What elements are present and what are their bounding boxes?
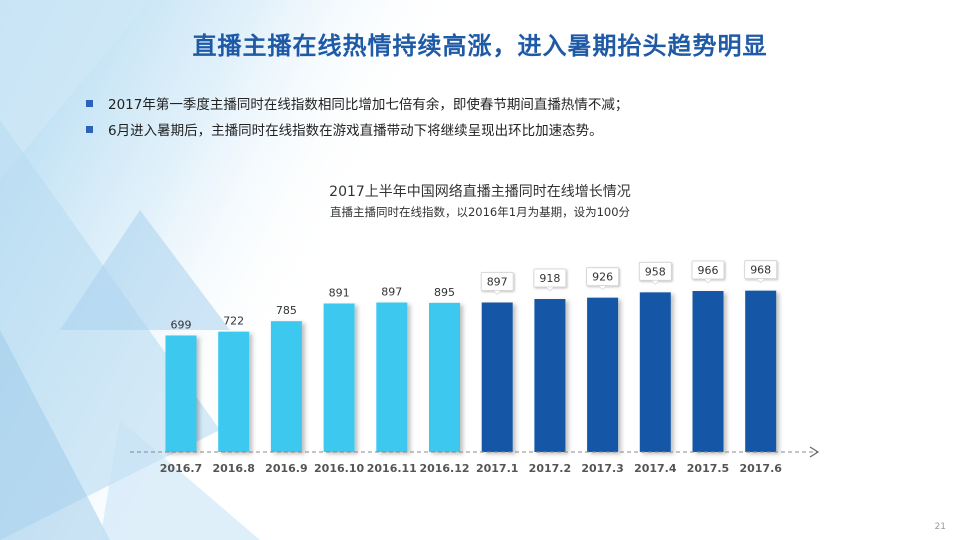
bar-2017.4 (639, 292, 671, 452)
value-label-2017.6: 968 (750, 264, 771, 277)
x-tick-label-2017.5: 2017.5 (687, 462, 729, 475)
bar-2017.1 (481, 302, 513, 452)
x-axis-arrow-icon (809, 446, 820, 458)
x-tick-label-2016.8: 2016.8 (212, 462, 254, 475)
x-tick-label-2017.3: 2017.3 (581, 462, 623, 475)
bullet-list: 2017年第一季度主播同时在线指数相同比增加七倍有余，即使春节期间直播热情不减；… (86, 90, 906, 142)
value-label-2017.1: 897 (487, 276, 508, 289)
bar-2016.10 (323, 303, 355, 452)
x-tick-label-2017.6: 2017.6 (739, 462, 782, 475)
x-tick-label-2016.7: 2016.7 (160, 462, 202, 475)
chart-title: 2017上半年中国网络直播主播同时在线增长情况 (329, 184, 631, 200)
x-tick-label-2017.1: 2017.1 (476, 462, 518, 475)
bar-2017.3 (587, 297, 619, 452)
value-label-pointer (703, 278, 713, 284)
value-label-2017.5: 966 (698, 264, 719, 277)
page-number: 21 (934, 522, 946, 532)
bullet-item: 2017年第一季度主播同时在线指数相同比增加七倍有余，即使春节期间直播热情不减； (86, 90, 906, 116)
x-tick-label-2016.9: 2016.9 (265, 462, 307, 475)
value-label-pointer (545, 286, 555, 292)
value-label-2017.4: 958 (645, 265, 666, 278)
value-label-2016.7: 699 (171, 319, 192, 332)
x-tick-label-2016.12: 2016.12 (419, 462, 469, 475)
bullet-text: 2017年第一季度主播同时在线指数相同比增加七倍有余，即使春节期间直播热情不减； (108, 97, 629, 113)
value-label-2016.8: 722 (223, 315, 244, 328)
bullet-text: 6月进入暑期后，主播同时在线指数在游戏直播带动下将继续呈现出环比加速态势。 (108, 123, 603, 139)
bar-2016.11 (376, 302, 408, 452)
x-tick-label-2017.2: 2017.2 (529, 462, 571, 475)
bar-2016.7 (165, 335, 197, 452)
value-label-2016.9: 785 (276, 304, 297, 317)
bar-2017.2 (534, 299, 566, 452)
value-label-2016.11: 897 (381, 286, 402, 299)
slide-title: 直播主播在线热情持续高涨，进入暑期抬头趋势明显 (192, 32, 768, 60)
bar-2017.6 (745, 290, 777, 452)
x-tick-label-2016.10: 2016.10 (314, 462, 364, 475)
value-label-2017.3: 926 (592, 271, 613, 284)
bar-2017.5 (692, 291, 724, 452)
value-label-2017.2: 918 (539, 272, 560, 285)
x-tick-label-2016.11: 2016.11 (367, 462, 417, 475)
bar-2016.8 (218, 331, 250, 452)
bar-2016.9 (270, 321, 302, 452)
value-label-pointer (597, 285, 608, 291)
square-bullet-icon (86, 99, 93, 107)
value-label-2016.10: 891 (329, 287, 350, 300)
value-label-pointer (650, 280, 661, 285)
value-label-pointer (492, 290, 502, 295)
chart-subtitle: 直播主播同时在线指数，以2016年1月为基期，设为100分 (329, 205, 631, 219)
bullet-item: 6月进入暑期后，主播同时在线指数在游戏直播带动下将继续呈现出环比加速态势。 (86, 116, 906, 142)
value-label-pointer (755, 278, 766, 284)
square-bullet-icon (86, 125, 93, 133)
bar-2016.12 (429, 302, 460, 452)
x-tick-label-2017.4: 2017.4 (634, 462, 677, 475)
value-label-2016.12: 895 (434, 286, 455, 299)
